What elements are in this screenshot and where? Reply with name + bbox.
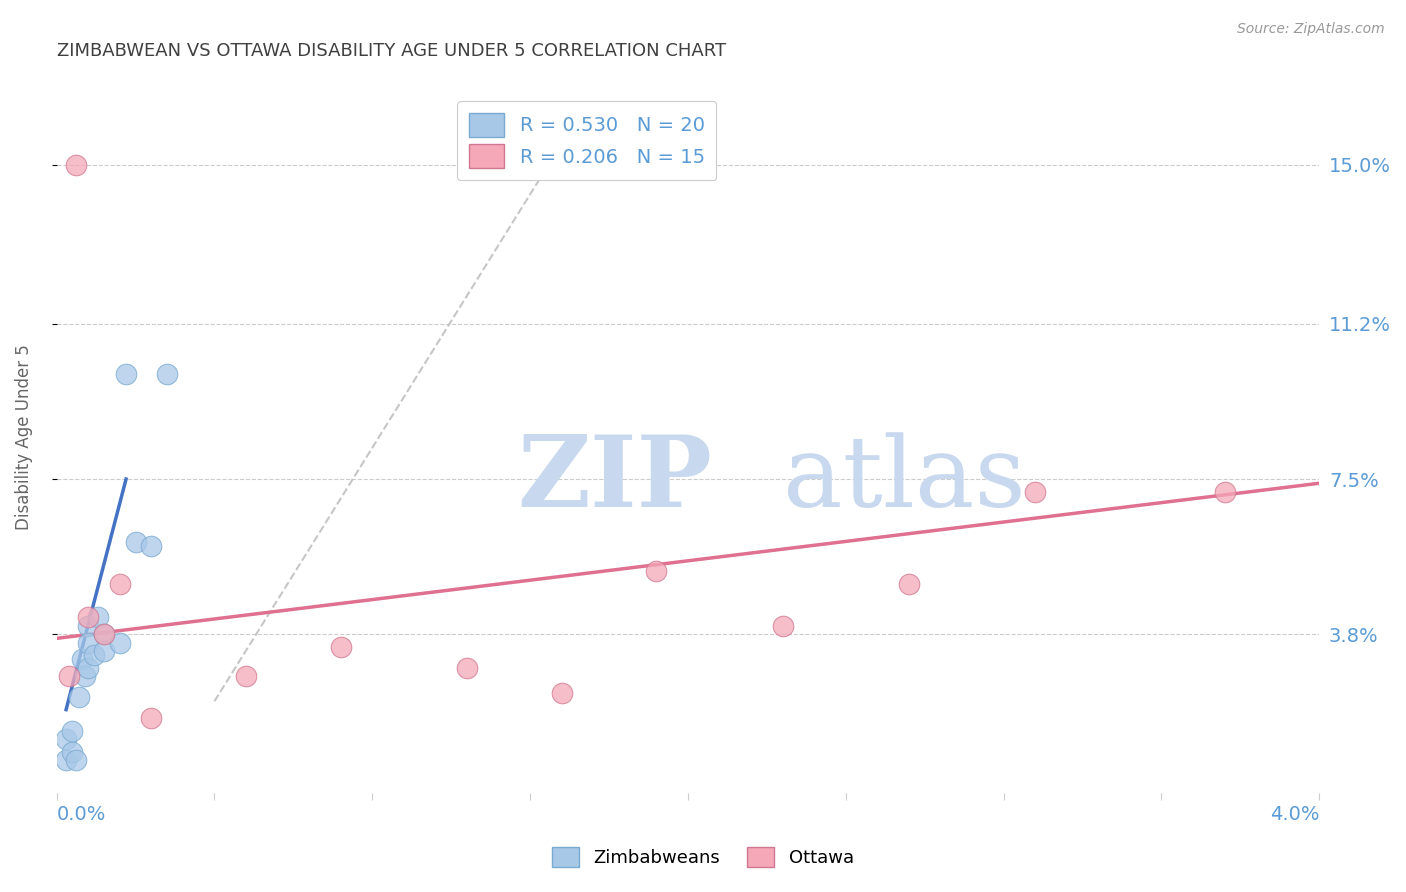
Point	[772, 619, 794, 633]
Point	[456, 661, 478, 675]
Point	[141, 539, 163, 553]
Text: 0.0%: 0.0%	[56, 805, 105, 824]
Point	[93, 627, 115, 641]
Point	[108, 577, 131, 591]
Point	[60, 745, 83, 759]
Point	[141, 711, 163, 725]
Point	[77, 661, 100, 675]
Point	[115, 368, 138, 382]
Point	[108, 635, 131, 649]
Point	[156, 368, 179, 382]
Point	[60, 723, 83, 738]
Point	[1213, 484, 1236, 499]
Point	[77, 635, 100, 649]
Point	[67, 690, 90, 704]
Text: Source: ZipAtlas.com: Source: ZipAtlas.com	[1237, 22, 1385, 37]
Point	[1024, 484, 1046, 499]
Point	[77, 610, 100, 624]
Point	[70, 652, 93, 666]
Point	[93, 644, 115, 658]
Point	[235, 669, 257, 683]
Point	[65, 753, 87, 767]
Point	[550, 686, 572, 700]
Point	[55, 731, 77, 746]
Point	[124, 535, 146, 549]
Point	[83, 648, 105, 662]
Y-axis label: Disability Age Under 5: Disability Age Under 5	[15, 344, 32, 530]
Point	[65, 158, 87, 172]
Text: ZIMBABWEAN VS OTTAWA DISABILITY AGE UNDER 5 CORRELATION CHART: ZIMBABWEAN VS OTTAWA DISABILITY AGE UNDE…	[56, 42, 725, 60]
Point	[73, 669, 96, 683]
Point	[329, 640, 352, 654]
Point	[58, 669, 80, 683]
Point	[897, 577, 920, 591]
Point	[55, 753, 77, 767]
Text: ZIP: ZIP	[517, 432, 713, 528]
Text: 4.0%: 4.0%	[1270, 805, 1319, 824]
Legend: Zimbabweans, Ottawa: Zimbabweans, Ottawa	[544, 839, 862, 874]
Legend: R = 0.530   N = 20, R = 0.206   N = 15: R = 0.530 N = 20, R = 0.206 N = 15	[457, 101, 717, 179]
Text: atlas: atlas	[783, 432, 1025, 528]
Point	[645, 564, 668, 578]
Point	[86, 610, 108, 624]
Point	[77, 619, 100, 633]
Point	[93, 627, 115, 641]
